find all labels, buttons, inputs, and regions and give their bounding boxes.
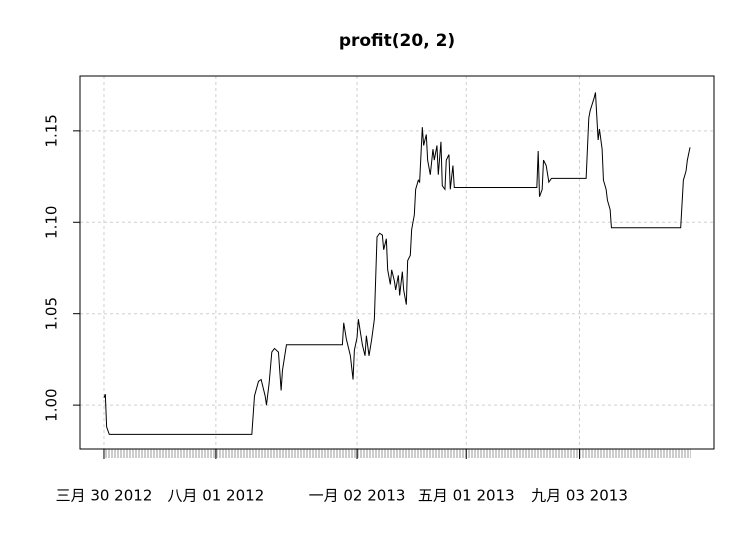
x-tick-label: 五月 01 2013 bbox=[418, 487, 515, 505]
y-tick-label: 1.10 bbox=[43, 206, 61, 239]
x-tick-label: 三月 30 2012 bbox=[56, 487, 153, 505]
chart-title: profit(20, 2) bbox=[339, 31, 455, 51]
x-tick-label: 九月 03 2013 bbox=[531, 487, 628, 505]
profit-line bbox=[103, 92, 691, 435]
y-tick-label: 1.05 bbox=[43, 297, 61, 330]
x-tick-label: 一月 02 2013 bbox=[309, 487, 406, 505]
y-tick-label: 1.15 bbox=[43, 114, 61, 147]
x-tick-label: 八月 01 2012 bbox=[167, 487, 264, 505]
date-rug bbox=[104, 449, 691, 458]
y-tick-label: 1.00 bbox=[43, 388, 61, 421]
plot-frame bbox=[79, 75, 715, 450]
plot-area bbox=[80, 76, 714, 449]
